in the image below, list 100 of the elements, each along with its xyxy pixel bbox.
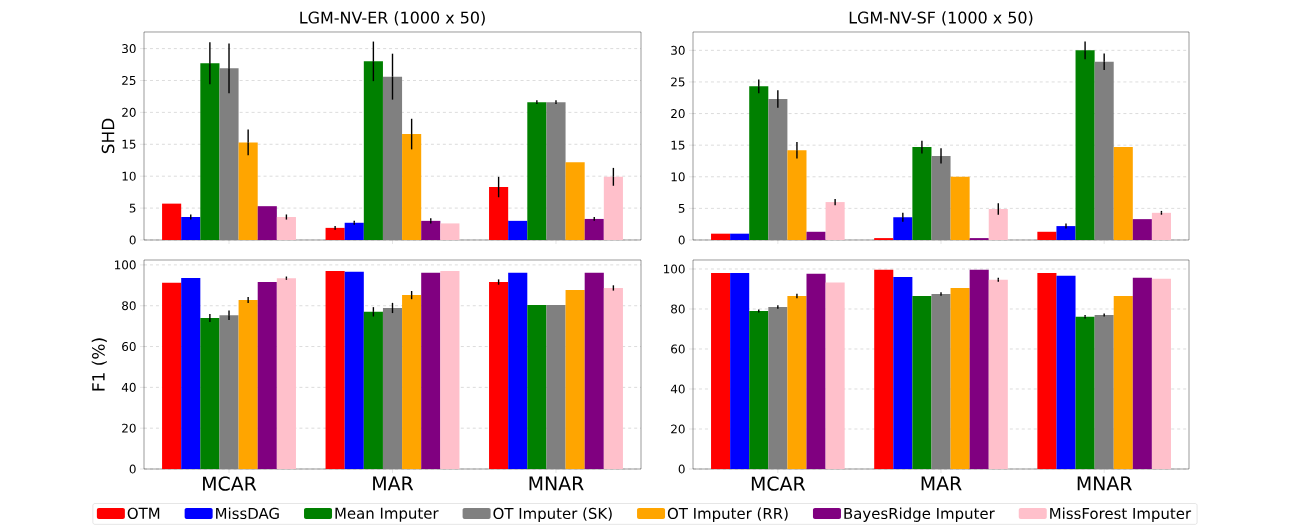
bar	[825, 202, 845, 240]
bar	[787, 150, 807, 240]
y-tick-label: 25	[122, 75, 136, 86]
bar	[1075, 316, 1095, 469]
bar	[200, 317, 220, 469]
bar	[402, 134, 422, 240]
bar	[1151, 278, 1171, 469]
y-tick-label: 25	[671, 77, 685, 87]
bar	[1132, 219, 1152, 240]
bar	[1151, 212, 1171, 240]
bar	[565, 162, 585, 240]
bar	[1113, 147, 1133, 240]
bar	[344, 222, 364, 240]
bar	[603, 287, 623, 469]
bar	[988, 209, 1008, 240]
bar	[749, 86, 769, 240]
x-tick-label: MNAR	[1077, 476, 1132, 491]
bar	[181, 217, 201, 240]
y-tick-label: 100	[114, 260, 136, 270]
bar	[325, 271, 345, 469]
bar	[325, 227, 345, 240]
bar	[527, 102, 547, 240]
y-tick-label: 40	[121, 382, 136, 392]
bar	[200, 63, 220, 240]
bar	[440, 271, 460, 469]
x-tick-label: MCAR	[203, 476, 257, 491]
y-tick-label: 0	[129, 235, 136, 245]
bar	[421, 220, 441, 240]
bar	[344, 271, 364, 469]
bar	[1113, 296, 1133, 469]
y-tick-label: 15	[122, 139, 136, 149]
bar	[584, 218, 604, 240]
legend-label: BayesRidge Imputer	[844, 507, 995, 522]
legend-label: MissForest Imputer	[1050, 507, 1192, 522]
bar	[730, 233, 750, 240]
bar	[489, 282, 509, 469]
bar	[806, 231, 826, 240]
y-tick-label: 0	[678, 235, 685, 245]
bar	[1075, 50, 1095, 240]
y-tick-label: 60	[122, 342, 136, 352]
bar	[162, 282, 182, 469]
y-tick-label: 60	[671, 344, 685, 354]
y-tick-label: 80	[122, 301, 136, 311]
bar	[402, 295, 422, 469]
y-tick-label: 40	[670, 384, 685, 394]
legend-label: MissDAG	[216, 507, 279, 520]
bar	[893, 217, 913, 240]
bar	[276, 217, 296, 240]
y-tick-label: 100	[663, 264, 685, 274]
bar	[1056, 275, 1076, 469]
y-tick-label: 20	[671, 424, 685, 434]
chart-title: LGM-NV-SF (1000 x 50)	[849, 11, 1033, 26]
bar	[363, 61, 383, 240]
chart-title: LGM-NV-ER (1000 x 50)	[300, 11, 485, 26]
y-axis-title: F1 (%)	[91, 338, 107, 391]
bar	[806, 273, 826, 469]
y-tick-label: 0	[129, 464, 136, 474]
legend-label: OT Imputer (RR)	[667, 507, 788, 522]
bar	[238, 300, 258, 469]
bar	[565, 290, 585, 469]
x-tick-label: MNAR	[529, 476, 584, 491]
bar	[749, 311, 769, 469]
bar	[421, 272, 441, 469]
bar	[912, 147, 932, 240]
y-tick-label: 20	[671, 109, 685, 119]
bar	[584, 272, 604, 469]
y-tick-label: 10	[122, 171, 136, 181]
bar	[1132, 277, 1152, 469]
y-tick-label: 5	[678, 203, 685, 213]
y-tick-label: 20	[122, 107, 136, 117]
y-tick-label: 10	[671, 172, 685, 182]
bar	[257, 206, 277, 240]
bar	[893, 277, 913, 469]
bar	[1037, 231, 1057, 240]
bar	[363, 311, 383, 469]
x-tick-label: MCAR	[751, 476, 806, 491]
bar	[730, 273, 750, 469]
y-tick-label: 20	[122, 423, 136, 433]
bar	[1037, 273, 1057, 469]
bar	[238, 142, 258, 240]
x-tick-label: MAR	[373, 476, 414, 491]
bar	[1056, 226, 1076, 240]
bar	[508, 272, 528, 469]
bar	[603, 176, 623, 240]
bar	[950, 288, 970, 469]
y-tick-label: 80	[671, 304, 685, 314]
bar	[988, 279, 1008, 469]
bar	[711, 233, 731, 240]
bar	[489, 187, 509, 240]
bar	[276, 278, 296, 469]
legend-label: OTM	[127, 507, 160, 519]
bar	[162, 203, 182, 240]
y-axis-title: SHD	[101, 118, 115, 154]
bar	[181, 277, 201, 469]
bar	[440, 223, 460, 240]
legend-label: OT Imputer (SK)	[493, 507, 612, 522]
bar	[257, 282, 277, 469]
y-tick-label: 5	[129, 203, 136, 213]
bar	[508, 220, 528, 240]
bar	[711, 273, 731, 469]
